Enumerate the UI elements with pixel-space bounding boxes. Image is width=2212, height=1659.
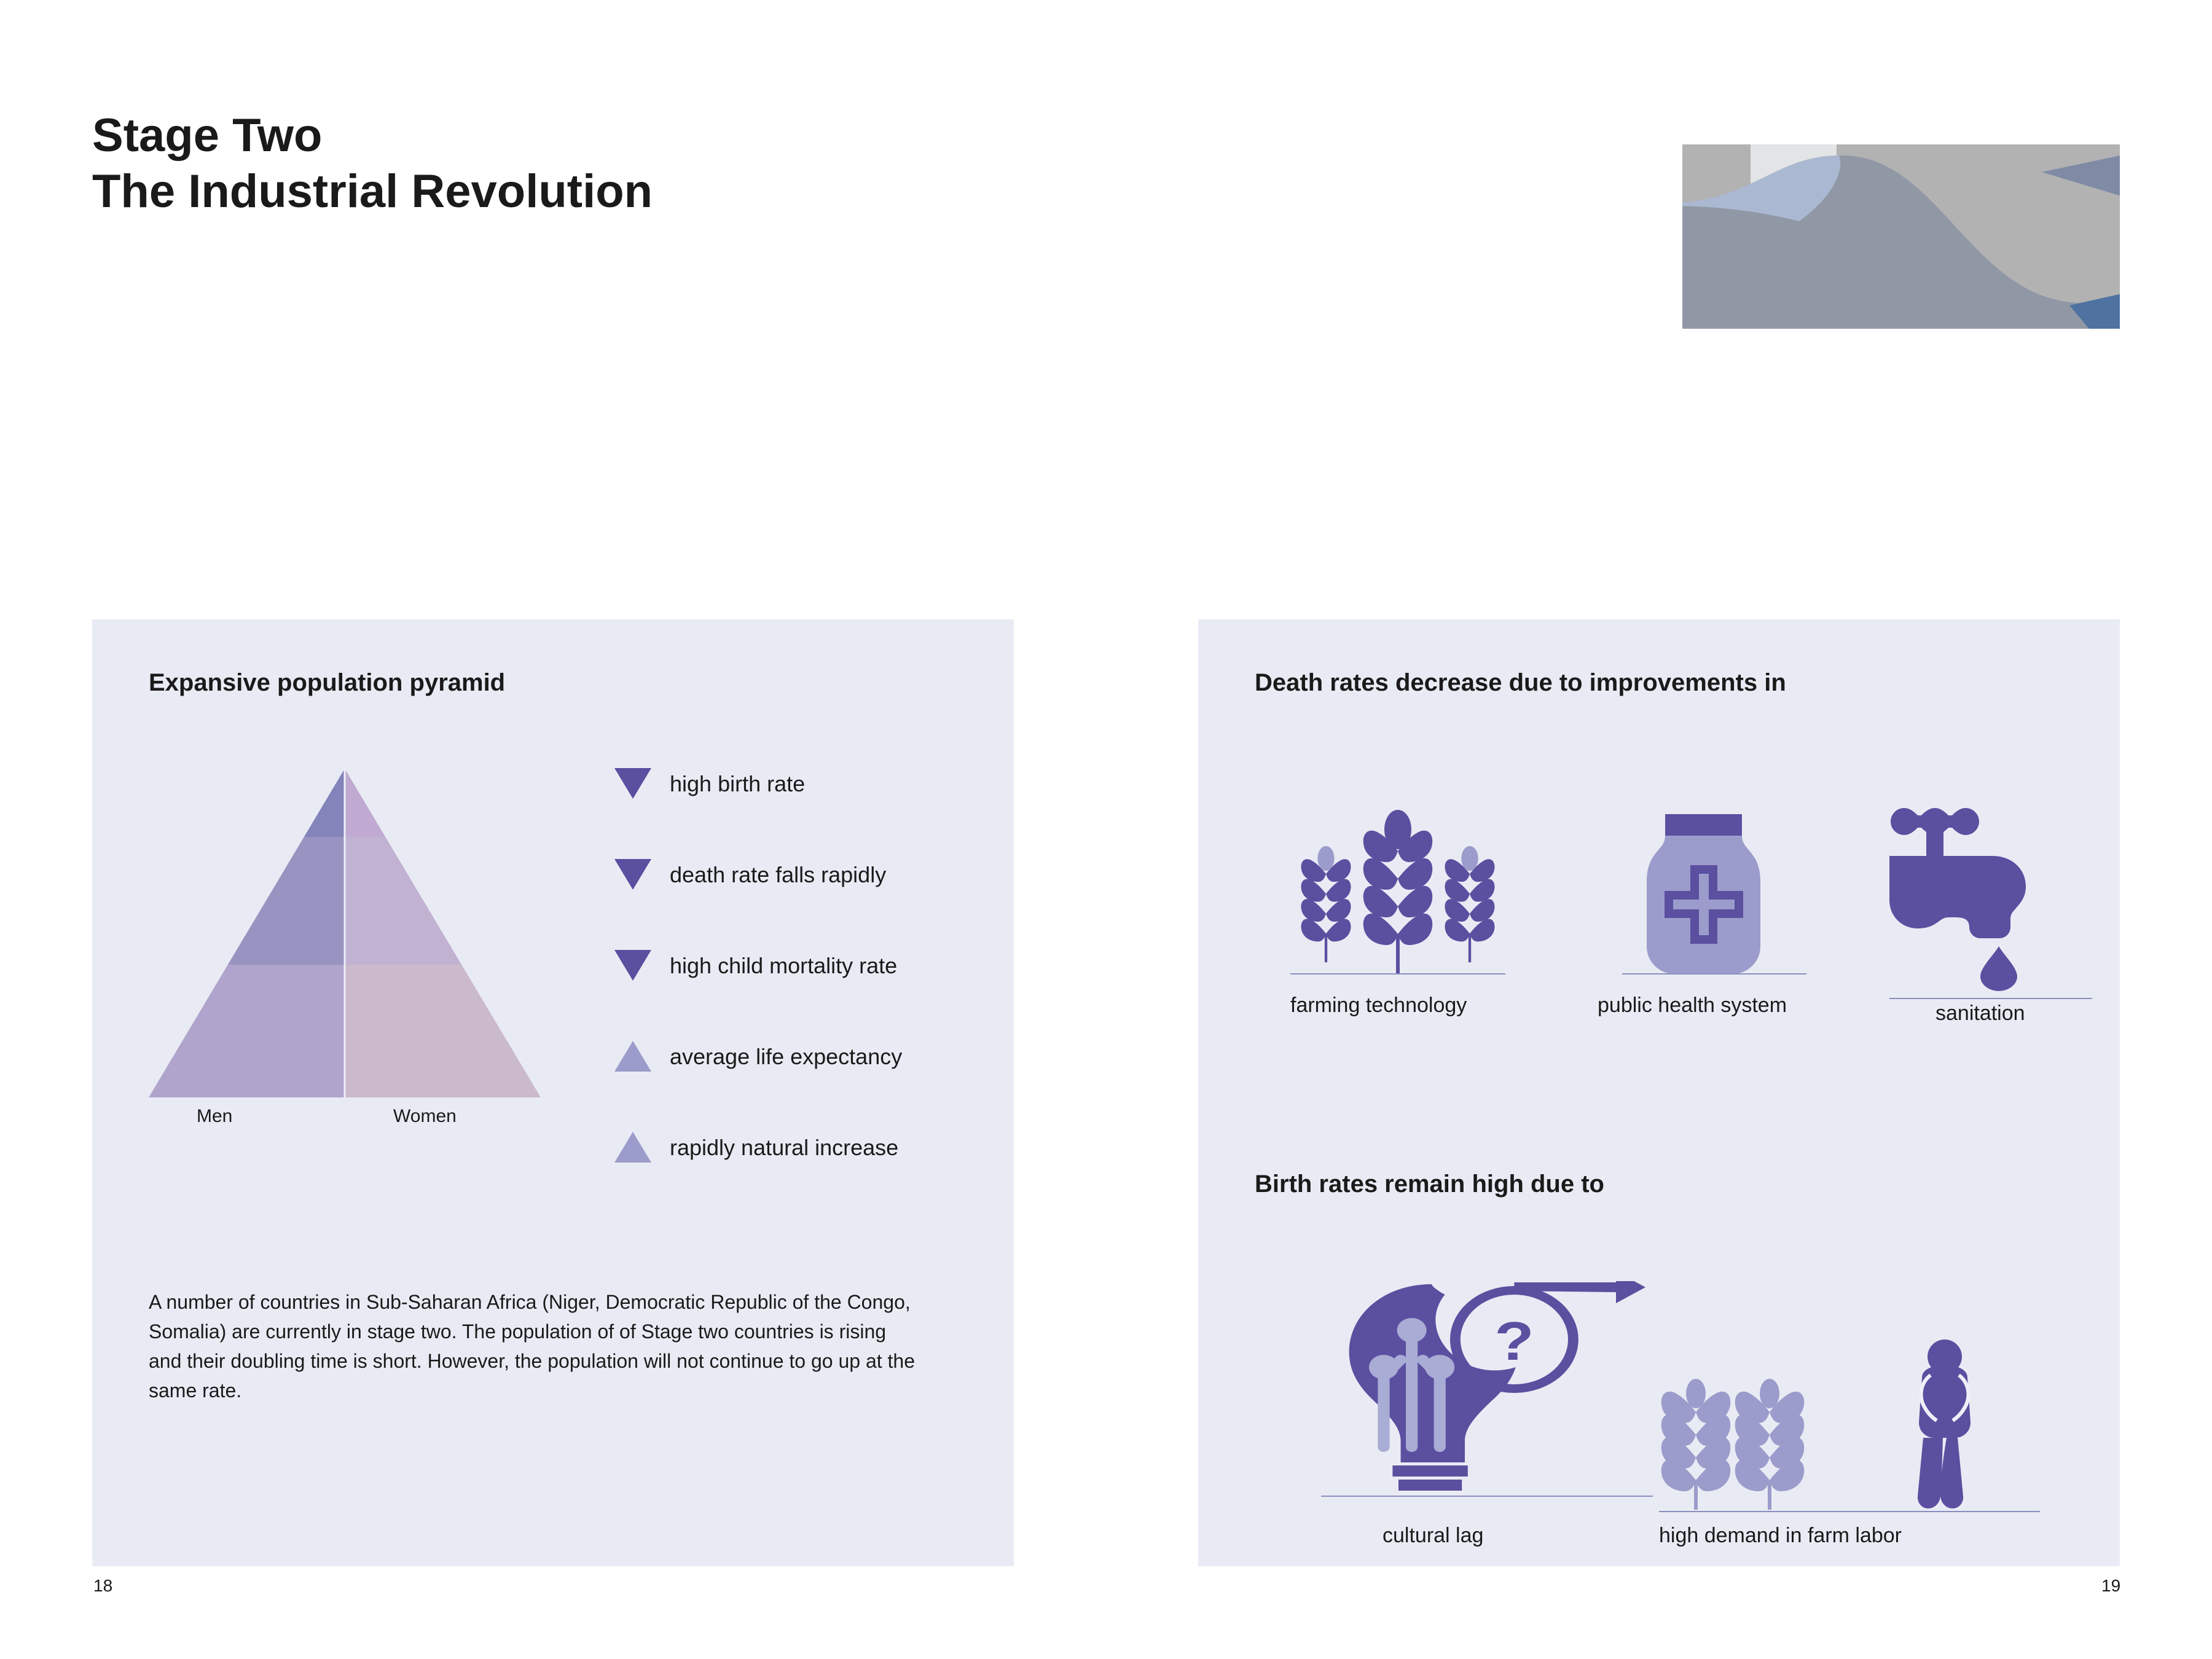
svg-text:?: ?: [1494, 1311, 1534, 1371]
